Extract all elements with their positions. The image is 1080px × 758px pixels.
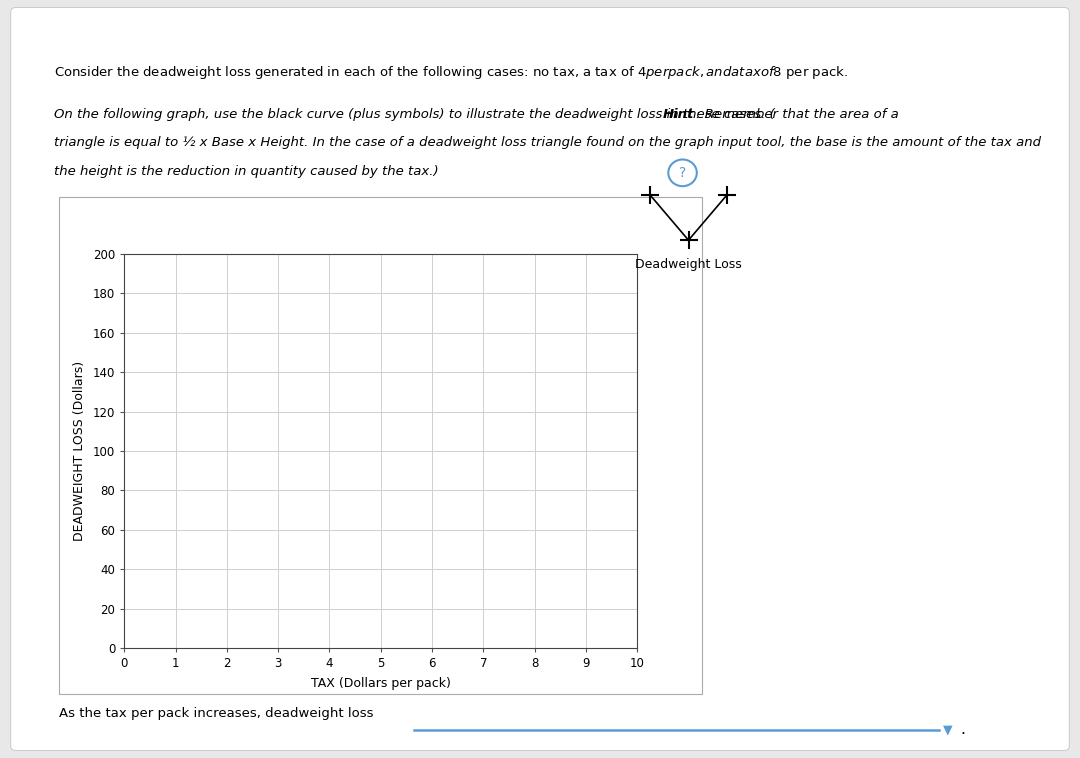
Text: Consider the deadweight loss generated in each of the following cases: no tax, a: Consider the deadweight loss generated i…	[54, 64, 848, 81]
Text: ▼: ▼	[943, 723, 953, 736]
Text: the height is the reduction in quantity caused by the tax.): the height is the reduction in quantity …	[54, 165, 438, 178]
Text: : Remember that the area of a: : Remember that the area of a	[696, 108, 899, 121]
Text: triangle is equal to ½ x Base x Height. In the case of a deadweight loss triangl: triangle is equal to ½ x Base x Height. …	[54, 136, 1041, 149]
Text: ?: ?	[679, 166, 686, 180]
X-axis label: TAX (Dollars per pack): TAX (Dollars per pack)	[311, 677, 450, 690]
Text: .: .	[960, 722, 966, 738]
Y-axis label: DEADWEIGHT LOSS (Dollars): DEADWEIGHT LOSS (Dollars)	[72, 361, 85, 541]
Text: Hint: Hint	[663, 108, 694, 121]
Text: Deadweight Loss: Deadweight Loss	[635, 258, 742, 271]
Text: On the following graph, use the black curve (plus symbols) to illustrate the dea: On the following graph, use the black cu…	[54, 108, 774, 121]
Text: As the tax per pack increases, deadweight loss: As the tax per pack increases, deadweigh…	[59, 706, 374, 719]
